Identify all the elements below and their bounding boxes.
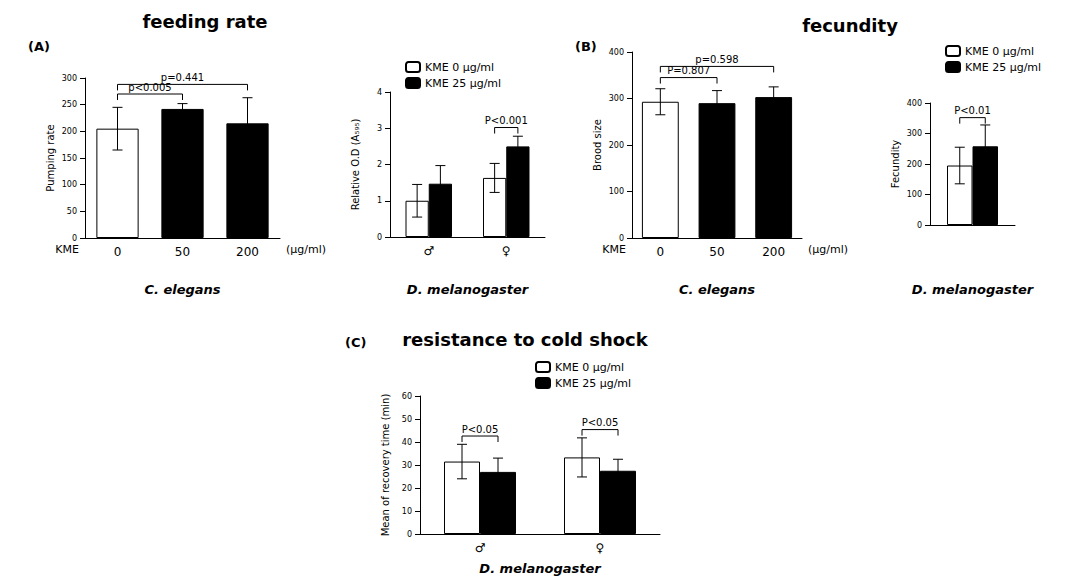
svg-text:p=0.598: p=0.598 (695, 54, 738, 65)
svg-text:50: 50 (709, 245, 724, 259)
svg-text:KME 25 µg/ml: KME 25 µg/ml (425, 77, 501, 90)
svg-text:P<0.001: P<0.001 (485, 115, 528, 126)
svg-text:100: 100 (609, 187, 624, 196)
svg-text:(µg/ml): (µg/ml) (808, 243, 848, 256)
svg-text:fecundity: fecundity (802, 15, 898, 36)
svg-text:Fecundity: Fecundity (890, 140, 901, 189)
svg-text:300: 300 (609, 94, 624, 103)
svg-text:200: 200 (62, 127, 77, 136)
svg-text:KME 0 µg/ml: KME 0 µg/ml (425, 61, 494, 74)
svg-text:Relative O.D (A₅₉₅): Relative O.D (A₅₉₅) (350, 119, 361, 211)
svg-text:1: 1 (377, 196, 382, 205)
svg-text:0: 0 (657, 245, 665, 259)
svg-text:Brood size: Brood size (592, 119, 603, 171)
svg-text:KME 0 µg/ml: KME 0 µg/ml (555, 361, 624, 374)
svg-text:♀: ♀ (596, 541, 605, 555)
svg-text:2: 2 (377, 160, 382, 169)
svg-text:0: 0 (619, 234, 624, 243)
svg-text:P<0.01: P<0.01 (954, 105, 991, 116)
svg-text:60: 60 (402, 392, 412, 401)
svg-text:4: 4 (377, 88, 382, 97)
svg-text:30: 30 (402, 461, 412, 470)
svg-text:200: 200 (609, 141, 624, 150)
svg-text:0: 0 (407, 530, 412, 539)
svg-text:250: 250 (62, 100, 77, 109)
svg-text:40: 40 (402, 438, 412, 447)
svg-text:KME 25 µg/ml: KME 25 µg/ml (965, 61, 1041, 74)
svg-text:0: 0 (72, 234, 77, 243)
svg-text:feeding rate: feeding rate (142, 11, 267, 32)
svg-text:p=0.441: p=0.441 (161, 72, 204, 83)
svg-text:P=0.807: P=0.807 (667, 65, 711, 77)
svg-text:3: 3 (377, 124, 382, 133)
svg-text:D. melanogaster: D. melanogaster (407, 282, 530, 297)
svg-text:200: 200 (907, 160, 922, 169)
svg-text:(B): (B) (575, 39, 597, 54)
svg-text:150: 150 (62, 154, 77, 163)
svg-text:KME: KME (602, 243, 626, 256)
svg-text:D. melanogaster: D. melanogaster (479, 561, 602, 576)
svg-text:♂: ♂ (475, 541, 486, 555)
svg-text:KME 25 µg/ml: KME 25 µg/ml (555, 377, 631, 390)
svg-text:100: 100 (62, 180, 77, 189)
svg-text:50: 50 (175, 245, 190, 259)
svg-text:C. elegans: C. elegans (144, 282, 220, 297)
svg-text:20: 20 (402, 484, 412, 493)
svg-text:0: 0 (917, 221, 922, 230)
svg-text:P<0.05: P<0.05 (582, 417, 619, 428)
svg-text:p<0.005: p<0.005 (128, 82, 171, 93)
svg-text:♂: ♂ (423, 244, 434, 258)
svg-text:400: 400 (609, 48, 624, 57)
svg-text:100: 100 (907, 190, 922, 199)
svg-text:0: 0 (114, 245, 122, 259)
svg-text:400: 400 (907, 99, 922, 108)
svg-text:Mean of recovery time (min): Mean of recovery time (min) (380, 394, 391, 537)
svg-text:0: 0 (377, 233, 382, 242)
svg-text:300: 300 (62, 74, 77, 83)
svg-text:50: 50 (402, 415, 412, 424)
svg-text:300: 300 (907, 129, 922, 138)
svg-text:P<0.05: P<0.05 (462, 424, 499, 435)
svg-text:(C): (C) (345, 335, 366, 350)
svg-text:resistance to cold shock: resistance to cold shock (402, 329, 649, 350)
svg-text:10: 10 (402, 507, 412, 516)
svg-text:Pumping rate: Pumping rate (45, 124, 56, 191)
svg-text:KME: KME (55, 243, 79, 256)
svg-text:♀: ♀ (502, 244, 511, 258)
svg-text:KME 0 µg/ml: KME 0 µg/ml (965, 45, 1034, 58)
svg-text:200: 200 (236, 245, 259, 259)
svg-text:200: 200 (762, 245, 785, 259)
svg-text:C. elegans: C. elegans (679, 282, 755, 297)
svg-text:D. melanogaster: D. melanogaster (912, 282, 1035, 297)
svg-text:(µg/ml): (µg/ml) (286, 243, 326, 256)
svg-text:(A): (A) (28, 39, 50, 54)
svg-text:50: 50 (67, 207, 77, 216)
